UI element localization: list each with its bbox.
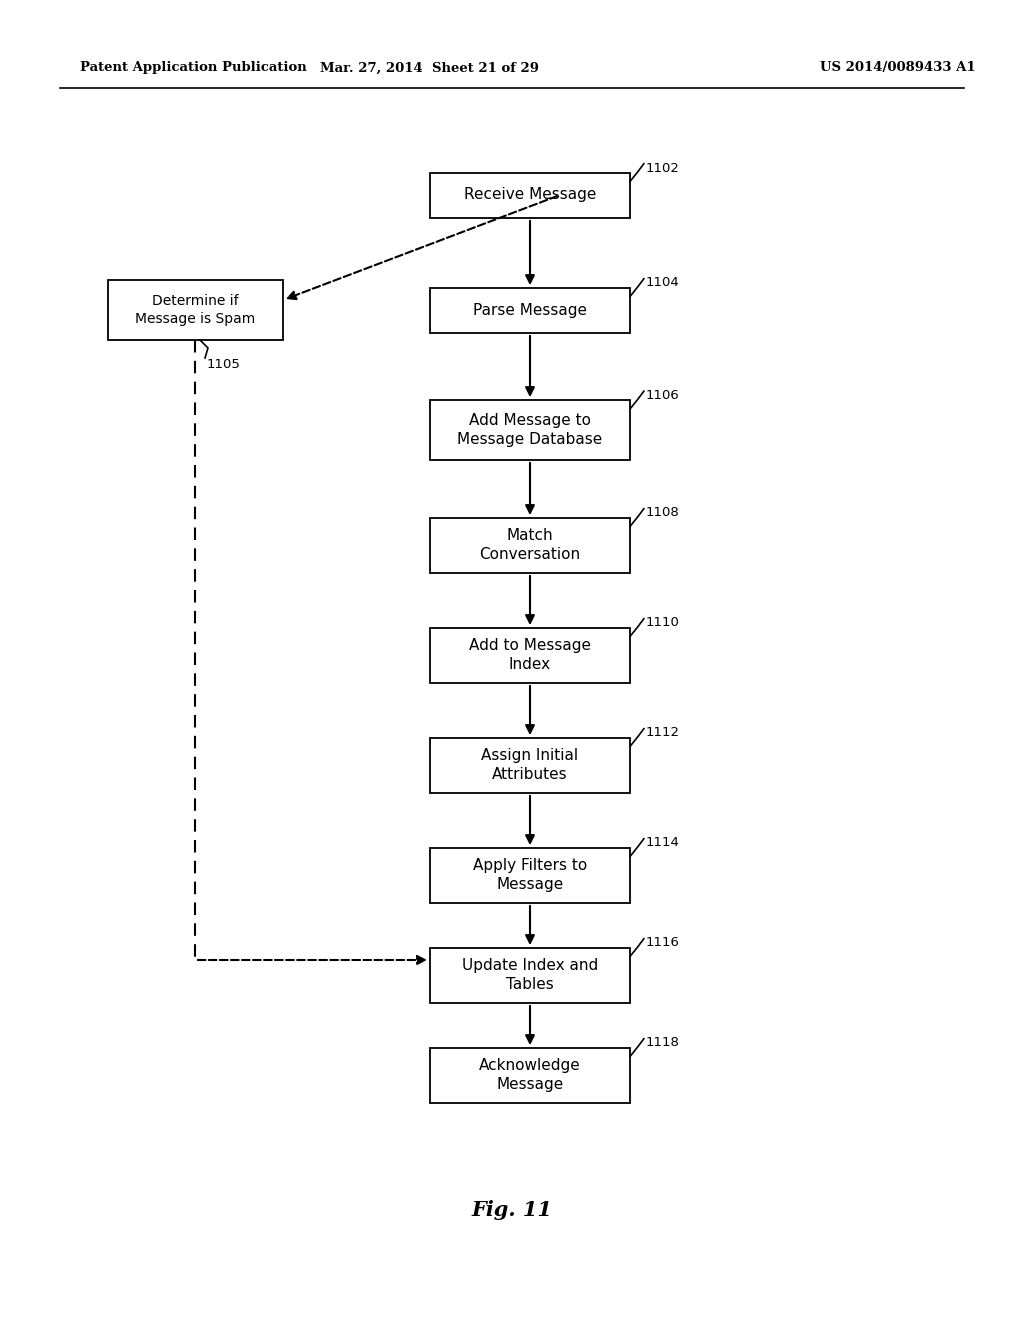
FancyBboxPatch shape [430,738,630,792]
FancyBboxPatch shape [430,400,630,459]
Text: 1104: 1104 [646,276,680,289]
Text: US 2014/0089433 A1: US 2014/0089433 A1 [820,62,976,74]
Text: Patent Application Publication: Patent Application Publication [80,62,307,74]
Text: 1105: 1105 [207,358,241,371]
Text: Receive Message: Receive Message [464,187,596,202]
FancyBboxPatch shape [430,847,630,903]
Text: Match
Conversation: Match Conversation [479,528,581,562]
FancyBboxPatch shape [108,280,283,341]
FancyBboxPatch shape [430,517,630,573]
Text: 1106: 1106 [646,389,680,403]
FancyBboxPatch shape [430,1048,630,1102]
Text: 1116: 1116 [646,936,680,949]
Text: 1108: 1108 [646,507,680,520]
Text: 1102: 1102 [646,161,680,174]
FancyBboxPatch shape [430,627,630,682]
Text: Fig. 11: Fig. 11 [472,1200,552,1220]
Text: Add to Message
Index: Add to Message Index [469,638,591,672]
Text: Determine if
Message is Spam: Determine if Message is Spam [135,294,255,326]
Text: 1110: 1110 [646,616,680,630]
Text: Parse Message: Parse Message [473,302,587,318]
Text: 1118: 1118 [646,1036,680,1049]
Text: Assign Initial
Attributes: Assign Initial Attributes [481,747,579,783]
Text: 1112: 1112 [646,726,680,739]
Text: Acknowledge
Message: Acknowledge Message [479,1057,581,1093]
Text: Add Message to
Message Database: Add Message to Message Database [458,413,603,447]
FancyBboxPatch shape [430,288,630,333]
FancyBboxPatch shape [430,173,630,218]
Text: Mar. 27, 2014  Sheet 21 of 29: Mar. 27, 2014 Sheet 21 of 29 [321,62,540,74]
Text: Update Index and
Tables: Update Index and Tables [462,957,598,993]
Text: Apply Filters to
Message: Apply Filters to Message [473,858,587,892]
Text: 1114: 1114 [646,837,680,850]
FancyBboxPatch shape [430,948,630,1002]
